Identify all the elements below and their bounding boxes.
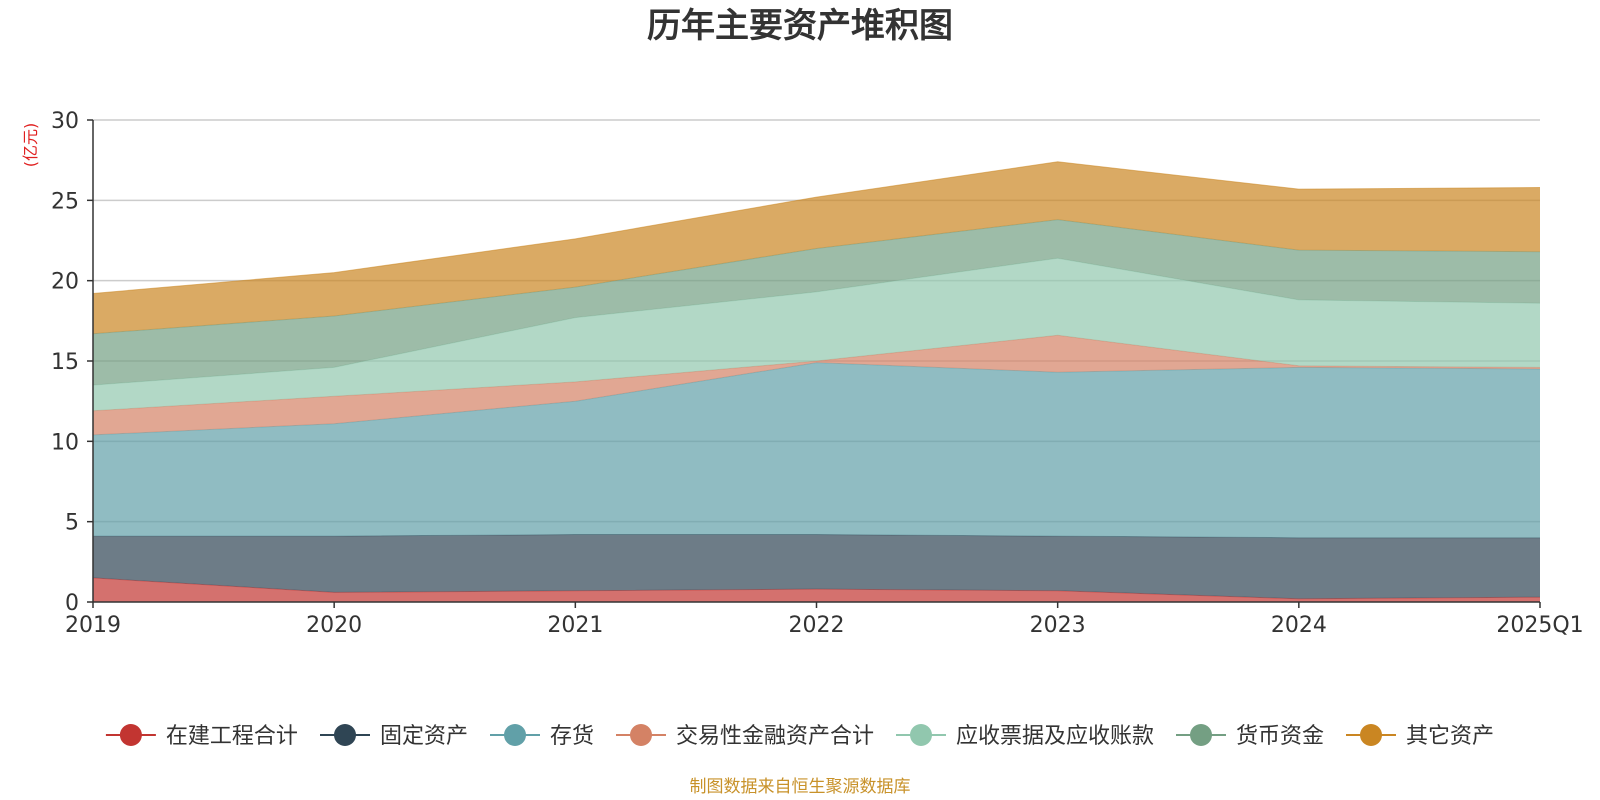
legend-item-4[interactable]: 交易性金融资产合计: [616, 724, 874, 749]
y-tick-label: 5: [65, 511, 79, 536]
area-series-6: [93, 219, 1540, 386]
x-tick-label: 2024: [1271, 613, 1327, 638]
legend-label: 存货: [550, 724, 594, 749]
legend-item-5[interactable]: 应收票据及应收账款: [896, 724, 1154, 749]
legend-marker-icon: [1360, 724, 1382, 746]
x-tick-label: 2019: [65, 613, 121, 638]
area-series-group: [92, 161, 1541, 602]
y-tick-label: 25: [51, 189, 79, 214]
x-tick-label: 2020: [306, 613, 362, 638]
legend-item-7[interactable]: 其它资产: [1346, 724, 1494, 749]
legend-marker-icon: [119, 724, 142, 746]
y-tick-label: 0: [65, 591, 79, 616]
x-tick-label: 2025Q1: [1496, 613, 1583, 638]
area-series-7-edge: [92, 161, 1541, 294]
area-series-3: [93, 362, 1540, 538]
y-tick-label: 15: [51, 350, 79, 375]
area-series-7: [93, 161, 1540, 334]
x-tick-label: 2023: [1030, 613, 1086, 638]
legend-item-2[interactable]: 固定资产: [320, 724, 468, 749]
chart-title: 历年主要资产堆积图: [647, 6, 953, 46]
data-source-note: 制图数据来自恒生聚源数据库: [690, 777, 911, 797]
legend-marker-icon: [910, 724, 932, 746]
y-axis-unit: (亿元): [21, 123, 40, 168]
legend-label: 固定资产: [380, 724, 468, 749]
y-tick-label: 30: [51, 109, 79, 134]
area-series-5: [93, 258, 1540, 411]
legend-label: 交易性金融资产合计: [676, 724, 874, 749]
legend-item-1[interactable]: 在建工程合计: [105, 724, 298, 749]
legend-item-6[interactable]: 货币资金: [1176, 724, 1324, 749]
area-series-1: [93, 577, 1540, 602]
legend-marker-icon: [630, 724, 652, 746]
y-tick-label: 20: [51, 270, 79, 295]
legend-label: 货币资金: [1236, 724, 1324, 749]
x-tick-label: 2021: [547, 613, 603, 638]
legend-label: 在建工程合计: [166, 724, 298, 749]
axes: 0 5 10 15 20 25 30 2019 2020 2021 2022 2023 2024 2025…: [51, 109, 1584, 638]
legend-marker-icon: [504, 724, 526, 746]
area-series-2: [93, 534, 1540, 599]
y-tick-label: 10: [51, 430, 79, 455]
area-series-4: [93, 335, 1540, 435]
legend-label: 其它资产: [1406, 724, 1494, 749]
legend-item-3[interactable]: 存货: [490, 724, 594, 749]
x-tick-label: 2022: [789, 613, 845, 638]
legend: 在建工程合计 固定资产 存货 交易性金融资产合计 应收票据及应收账款 货币资金 其它资产: [105, 724, 1494, 749]
legend-marker-icon: [1190, 724, 1212, 746]
legend-marker-icon: [334, 724, 356, 746]
legend-label: 应收票据及应收账款: [956, 724, 1154, 749]
